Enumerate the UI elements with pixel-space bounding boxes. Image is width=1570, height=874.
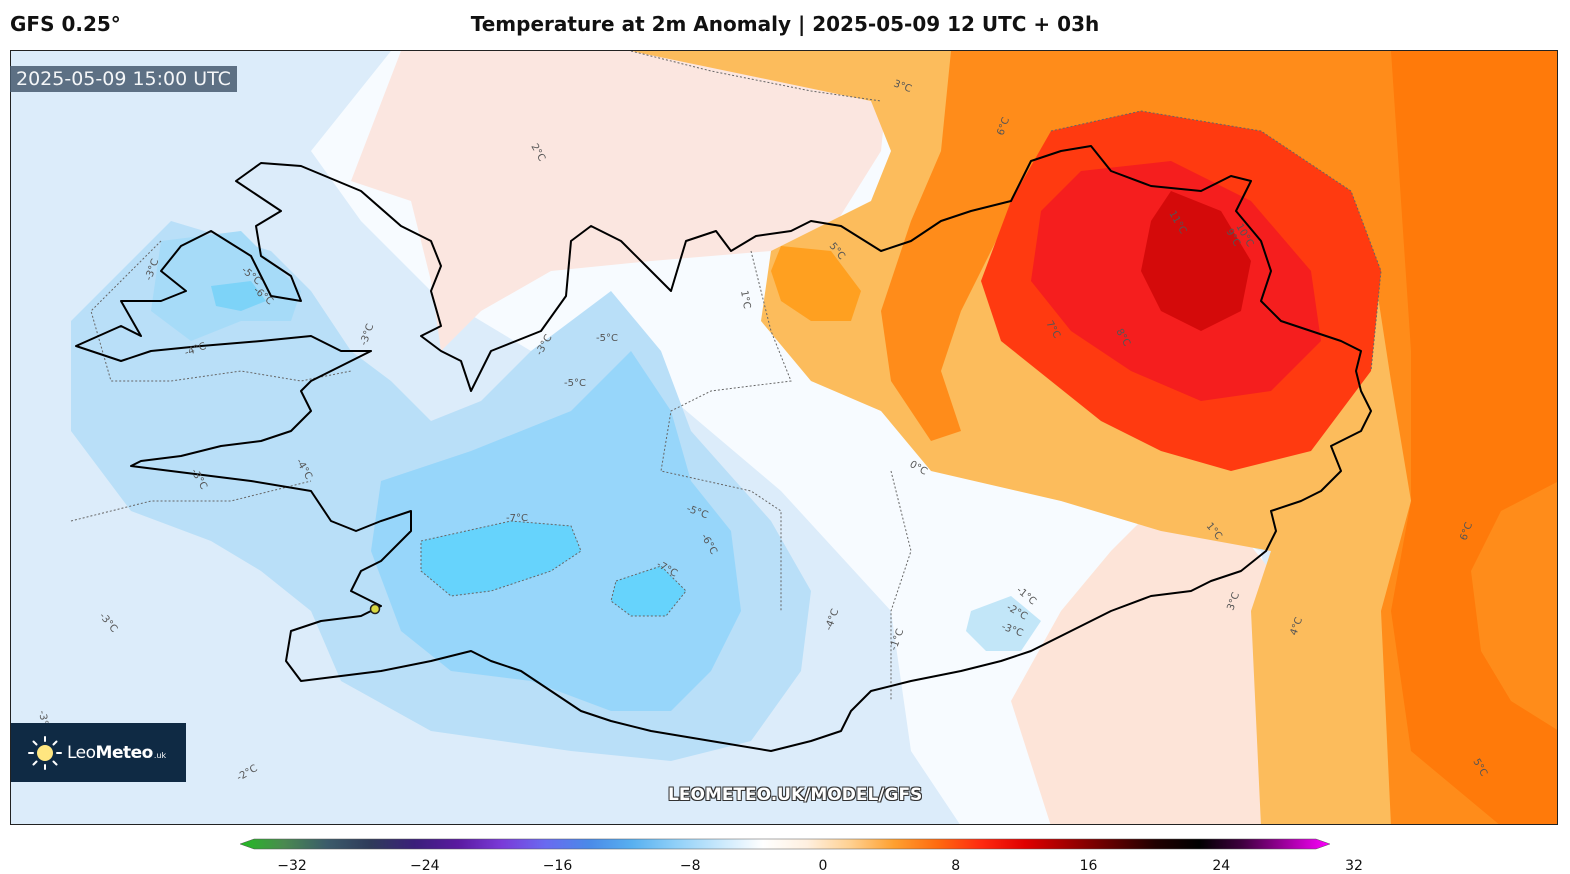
- colorbar-tick-label: 32: [1345, 858, 1363, 874]
- anomaly-zone-cold-core-2: [611, 566, 686, 616]
- logo-text: LeoMeteo: [67, 743, 153, 763]
- sun-icon: [28, 735, 62, 770]
- leometeo-logo[interactable]: LeoMeteo .uk: [11, 723, 186, 782]
- dotted-contours: [70, 51, 1382, 701]
- contour-label: 1°C: [738, 290, 752, 310]
- anomaly-zone-orange-strong: [1391, 51, 1557, 824]
- model-label: GFS 0.25°: [10, 12, 121, 36]
- anomaly-zone-warm-east: [1011, 521, 1281, 824]
- anomaly-zone-orange-blob: [771, 246, 861, 321]
- map-panel[interactable]: 2°C -3°C -5°C -6°C -4°C -3°C -5°C -5°C -…: [10, 50, 1558, 825]
- colorbar-tick-label: −32: [277, 858, 307, 874]
- logo-text-bold: Meteo: [95, 742, 154, 763]
- contour-label: -7°C: [506, 513, 528, 524]
- location-marker[interactable]: [369, 603, 381, 615]
- colorbar-tick-label: 16: [1079, 858, 1098, 874]
- contour-label: -5°C: [564, 378, 586, 389]
- anomaly-zone-core-red: [1141, 191, 1251, 331]
- anomaly-zone-cold-nw-core: [211, 281, 266, 311]
- colorbar-tick-label: 8: [951, 858, 961, 874]
- colorbar-tick-label: 0: [818, 858, 828, 874]
- logo-suffix: .uk: [153, 750, 167, 760]
- colorbar: −32 −24 −16 −8 0 8 16 24 32: [239, 836, 1363, 874]
- map-title: Temperature at 2m Anomaly | 2025-05-09 1…: [470, 12, 1100, 36]
- colorbar-tick-label: −8: [679, 858, 701, 874]
- colorbar-tick-label: −16: [542, 858, 573, 874]
- colorbar-tick-label: −24: [409, 858, 440, 874]
- anomaly-zone-light-warm: [351, 51, 891, 351]
- colorbar-tick-label: 24: [1212, 858, 1231, 874]
- anomaly-zone-orange: [881, 51, 1557, 824]
- anomaly-zone-cold-core-1: [421, 521, 581, 596]
- logo-text-light: Leo: [67, 742, 96, 763]
- contour-label: -5°C: [596, 333, 618, 344]
- anomaly-zone-cold-se: [966, 596, 1041, 651]
- valid-time-badge: 2025-05-09 15:00 UTC: [10, 66, 237, 92]
- colorbar-gradient: [239, 838, 1331, 850]
- coastline: [75, 145, 1372, 752]
- site-watermark: LEOMETEO.UK/MODEL/GFS: [668, 785, 923, 805]
